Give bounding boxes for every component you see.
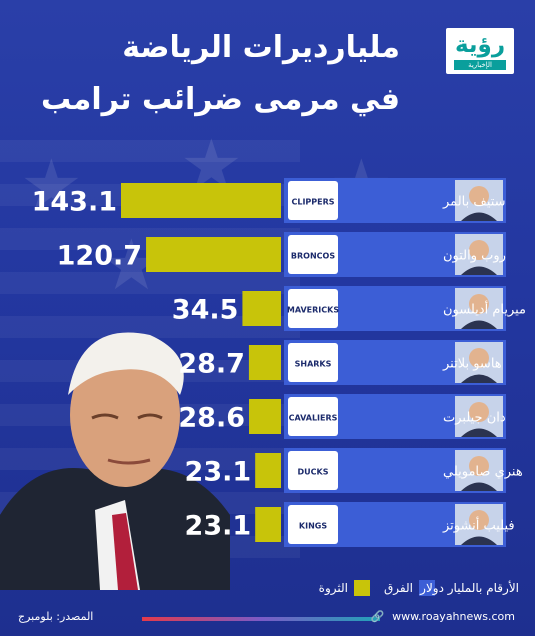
legend-item-wealth: الثروة xyxy=(319,580,370,596)
website-text: www.roayahnews.com xyxy=(392,610,515,623)
team-logo xyxy=(288,289,338,328)
wealth-value-label: 23.1 xyxy=(185,457,252,488)
person-name: روب والتون xyxy=(443,249,506,264)
person-photo-face xyxy=(469,348,489,368)
team-logo-label: CLIPPERS xyxy=(291,198,334,207)
wealth-bar xyxy=(249,399,281,434)
team-logo-label: KINGS xyxy=(299,522,327,531)
team-logo-label: CAVALIERS xyxy=(289,414,338,423)
brand-logo-main: رؤية xyxy=(454,32,506,58)
person-photo-body xyxy=(461,482,497,491)
wealth-bar xyxy=(146,237,281,272)
person-photo-face xyxy=(469,186,489,206)
brand-logo-sub: الإخبارية xyxy=(454,60,506,70)
person-photo-body xyxy=(461,266,497,275)
legend-label-teams: الفرق xyxy=(384,581,413,595)
team-logo xyxy=(288,451,338,490)
person-name: هنري صامويلي xyxy=(443,465,523,480)
legend-swatch-teams xyxy=(419,580,435,596)
units-note: الأرقام بالمليار دولار xyxy=(420,581,519,595)
team-logo xyxy=(288,235,338,274)
wealth-bar xyxy=(248,345,281,380)
legend-label-wealth: الثروة xyxy=(318,581,348,595)
wealth-value-label: 28.7 xyxy=(178,349,245,380)
person-photo-body xyxy=(461,212,497,221)
wealth-bar xyxy=(121,183,281,218)
wealth-value-label: 120.7 xyxy=(57,241,142,272)
person-photo-body xyxy=(461,320,497,329)
star-decoration: ★ xyxy=(20,144,83,226)
page-subtitle: في مرمى ضرائب ترامب xyxy=(41,82,400,117)
link-icon: 🔗 xyxy=(370,610,385,623)
wealth-bar xyxy=(255,453,281,488)
person-name: ميريام أديلسون xyxy=(443,301,526,318)
person-name: هاسو بلاتنر xyxy=(442,357,502,372)
person-name: فيليب أنشوتز xyxy=(442,517,515,534)
wealth-value-label: 28.6 xyxy=(178,403,245,434)
person-name: دان جيلبرت xyxy=(443,411,506,426)
trump-portrait xyxy=(0,332,230,590)
team-logo xyxy=(288,343,338,382)
wealth-value-label: 23.1 xyxy=(185,511,252,542)
team-logo-label: SHARKS xyxy=(295,360,332,369)
person-name: ستيف بالمر xyxy=(442,195,506,210)
team-logo xyxy=(288,181,338,220)
team-logo-label: DUCKS xyxy=(298,468,329,477)
wealth-value-label: 143.1 xyxy=(32,187,117,218)
team-logo-label: MAVERICKS xyxy=(287,306,339,315)
legend-swatch-wealth xyxy=(354,580,370,596)
person-photo-body xyxy=(461,374,497,383)
team-logo xyxy=(288,505,338,544)
wealth-value-label: 34.5 xyxy=(172,295,239,326)
chart-legend: الفرق الثروة xyxy=(319,580,435,596)
team-logo xyxy=(288,397,338,436)
person-photo-face xyxy=(469,402,489,422)
person-photo-face xyxy=(469,456,489,476)
person-photo-body xyxy=(461,428,497,437)
team-logo-label: BRONCOS xyxy=(291,252,335,261)
legend-item-teams: الفرق xyxy=(384,580,435,596)
page-title: مليارديرات الرياضة xyxy=(122,30,400,65)
website-link[interactable]: 🔗 www.roayahnews.com xyxy=(371,610,515,623)
wealth-bar xyxy=(242,291,281,326)
footer-divider xyxy=(142,617,380,621)
person-photo-face xyxy=(469,510,489,530)
person-photo-body xyxy=(461,536,497,545)
person-photo-face xyxy=(469,294,489,314)
brand-logo: رؤية الإخبارية xyxy=(446,28,514,74)
wealth-bar xyxy=(255,507,281,542)
source-text: المصدر: بلومبرج xyxy=(18,610,94,623)
person-photo-face xyxy=(469,240,489,260)
